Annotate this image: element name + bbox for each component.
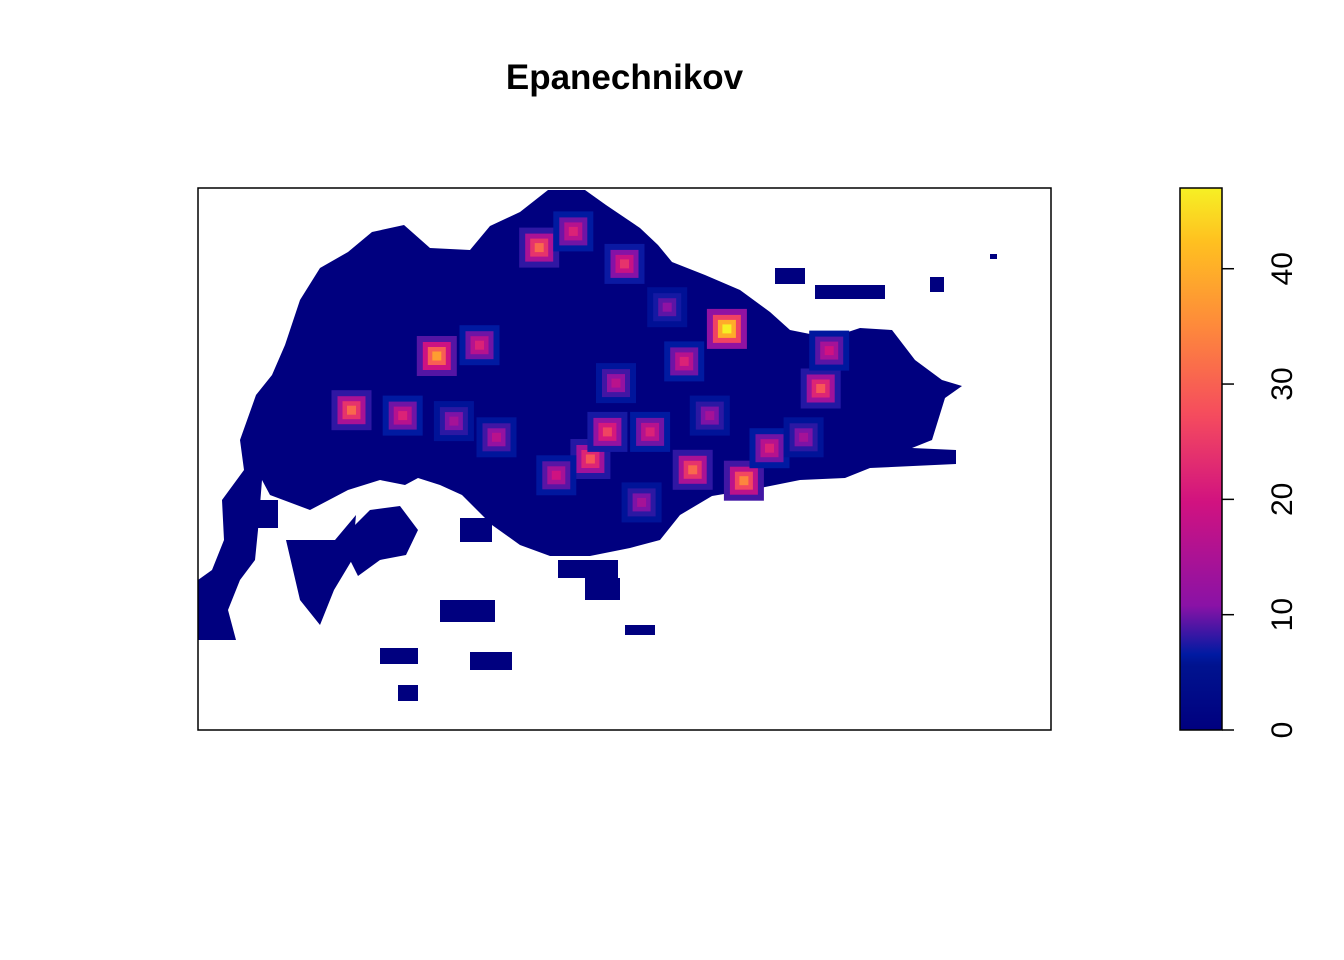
islet-15 xyxy=(460,518,492,542)
legend-ticks: 0 10 20 30 40 xyxy=(1222,252,1299,738)
hotspot-24-cell-4 xyxy=(662,302,672,312)
hotspot-6-cell-4 xyxy=(347,405,356,415)
islet-6 xyxy=(930,277,944,292)
hotspot-24 xyxy=(647,287,688,328)
legend-tick-label-40: 40 xyxy=(1266,252,1299,285)
hotspot-11-cell-4 xyxy=(398,411,408,421)
hotspot-20-cell-4 xyxy=(551,470,561,480)
islet-1 xyxy=(286,515,356,625)
hotspot-7-cell-4 xyxy=(816,384,826,393)
hotspot-16 xyxy=(749,428,790,469)
hotspot-7 xyxy=(800,368,841,409)
hotspot-12 xyxy=(459,325,500,366)
hotspot-4-cell-4 xyxy=(688,465,698,475)
hotspot-17-cell-4 xyxy=(824,346,834,356)
hotspot-2 xyxy=(416,336,457,376)
chart-title: Epanechnikov xyxy=(505,58,744,97)
legend-tick-label-10: 10 xyxy=(1266,598,1299,631)
hotspot-9-cell-4 xyxy=(602,427,612,437)
main-island xyxy=(198,190,962,640)
legend-tick-label-30: 30 xyxy=(1266,367,1299,400)
hotspot-19-cell-4 xyxy=(492,432,501,442)
hotspot-1 xyxy=(706,308,747,349)
hotspot-13 xyxy=(553,211,594,252)
hotspot-16-cell-4 xyxy=(765,443,774,453)
hotspot-3-cell-4 xyxy=(739,476,749,486)
hotspot-5 xyxy=(519,227,560,268)
land-mass xyxy=(198,190,997,701)
hotspot-11 xyxy=(382,395,423,436)
islet-7 xyxy=(990,254,997,259)
islet-10 xyxy=(440,600,495,622)
hotspot-23-cell-4 xyxy=(705,411,715,421)
hotspot-17 xyxy=(809,330,850,371)
hotspot-25-cell-4 xyxy=(799,432,809,442)
islet-3 xyxy=(258,500,278,528)
hotspot-20 xyxy=(536,455,577,496)
hotspot-22 xyxy=(621,482,662,523)
legend-tick-label-0: 0 xyxy=(1266,722,1299,739)
plot-frame xyxy=(197,187,1052,731)
islet-14 xyxy=(625,625,655,635)
hotspot-6 xyxy=(331,390,372,431)
hotspot-14-cell-4 xyxy=(645,427,655,437)
hotspot-15 xyxy=(664,341,705,382)
hotspot-4 xyxy=(672,449,713,490)
hotspot-18-cell-4 xyxy=(611,378,621,388)
density-hotspots xyxy=(331,211,850,523)
islet-4 xyxy=(775,268,805,284)
islet-9 xyxy=(585,578,620,600)
hotspot-21 xyxy=(433,401,474,442)
hotspot-22-cell-4 xyxy=(637,497,647,507)
hotspot-15-cell-4 xyxy=(679,356,689,366)
islet-5 xyxy=(815,285,885,299)
hotspot-10 xyxy=(604,243,645,284)
islet-12 xyxy=(470,652,512,670)
hotspot-19 xyxy=(476,417,517,458)
hotspot-10-cell-4 xyxy=(620,259,629,269)
islet-16 xyxy=(198,580,228,638)
islet-11 xyxy=(380,648,418,664)
hotspot-12-cell-4 xyxy=(475,340,484,350)
hotspot-8-cell-4 xyxy=(585,454,595,464)
hotspot-1-cell-4 xyxy=(722,324,732,334)
hotspot-9 xyxy=(587,411,628,452)
hotspot-14 xyxy=(630,411,671,452)
color-legend-bar xyxy=(1179,187,1223,731)
islet-13 xyxy=(398,685,418,701)
hotspot-25 xyxy=(783,417,824,458)
legend-tick-label-20: 20 xyxy=(1266,483,1299,516)
islet-2 xyxy=(340,506,418,576)
hotspot-18 xyxy=(596,363,636,404)
hotspot-13-cell-4 xyxy=(568,226,578,236)
hotspot-2-cell-4 xyxy=(432,351,442,361)
islet-8 xyxy=(558,560,618,578)
hotspot-21-cell-4 xyxy=(449,416,459,426)
hotspot-23 xyxy=(689,395,730,436)
hotspot-5-cell-4 xyxy=(534,243,544,253)
